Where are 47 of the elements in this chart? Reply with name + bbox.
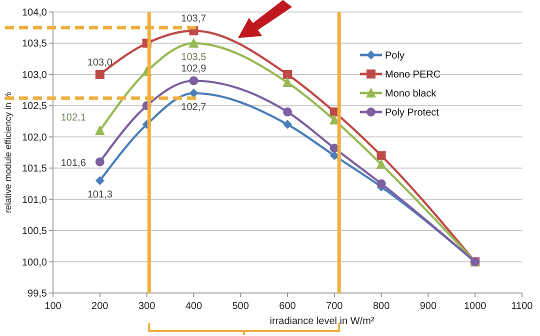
y-tick-label: 100,0 — [22, 257, 48, 268]
x-tick-label: 900 — [420, 301, 437, 312]
data-label: 103,7 — [181, 14, 207, 25]
y-tick-label: 103,0 — [22, 70, 48, 81]
legend-label: Poly Protect — [385, 108, 440, 118]
point — [95, 70, 104, 79]
x-tick-label: 400 — [185, 301, 202, 312]
point — [376, 179, 386, 188]
point — [283, 120, 292, 129]
point — [95, 176, 104, 186]
point — [283, 107, 292, 116]
x-tick-label: 500 — [232, 301, 250, 312]
y-tick-label: 102,0 — [22, 132, 48, 144]
data-label: 101,6 — [60, 158, 86, 169]
point — [376, 151, 386, 160]
y-tick-label: 101,0 — [22, 194, 48, 206]
point — [188, 38, 199, 48]
x-axis-title: irradiance level in W/m² — [270, 316, 375, 327]
point — [376, 158, 386, 169]
point — [282, 77, 292, 88]
legend-label: Mono PERC — [385, 70, 441, 80]
data-label: 102,7 — [181, 102, 207, 114]
y-tick-label: 100,5 — [22, 226, 48, 238]
x-tick-label: 600 — [279, 301, 296, 312]
x-tick-label: 1000 — [464, 301, 487, 312]
data-label: 103,0 — [87, 57, 113, 68]
point — [95, 157, 104, 166]
data-label: 103,5 — [181, 52, 207, 64]
point — [189, 76, 198, 86]
y-tick-label: 102,5 — [22, 101, 48, 112]
y-tick-label: 99,5 — [28, 288, 48, 300]
data-label: 102,1 — [60, 112, 86, 124]
x-tick-label: 1100 — [511, 301, 534, 312]
y-tick-label: 101,5 — [22, 164, 48, 175]
legend-label: Mono black — [385, 88, 438, 100]
y-tick-label: 104,0 — [22, 8, 48, 18]
data-label: 102,9 — [181, 64, 207, 75]
x-tick-label: 300 — [138, 301, 156, 312]
data-label: 101,3 — [87, 190, 113, 201]
legend-label: Poly — [385, 50, 404, 62]
point — [283, 70, 292, 79]
x-tick-label: 100 — [44, 301, 62, 312]
x-tick-label: 800 — [372, 301, 390, 312]
y-tick-label: 103,5 — [22, 38, 48, 50]
x-tick-label: 200 — [92, 301, 109, 312]
point — [94, 125, 105, 136]
x-tick-label: 700 — [326, 301, 344, 312]
